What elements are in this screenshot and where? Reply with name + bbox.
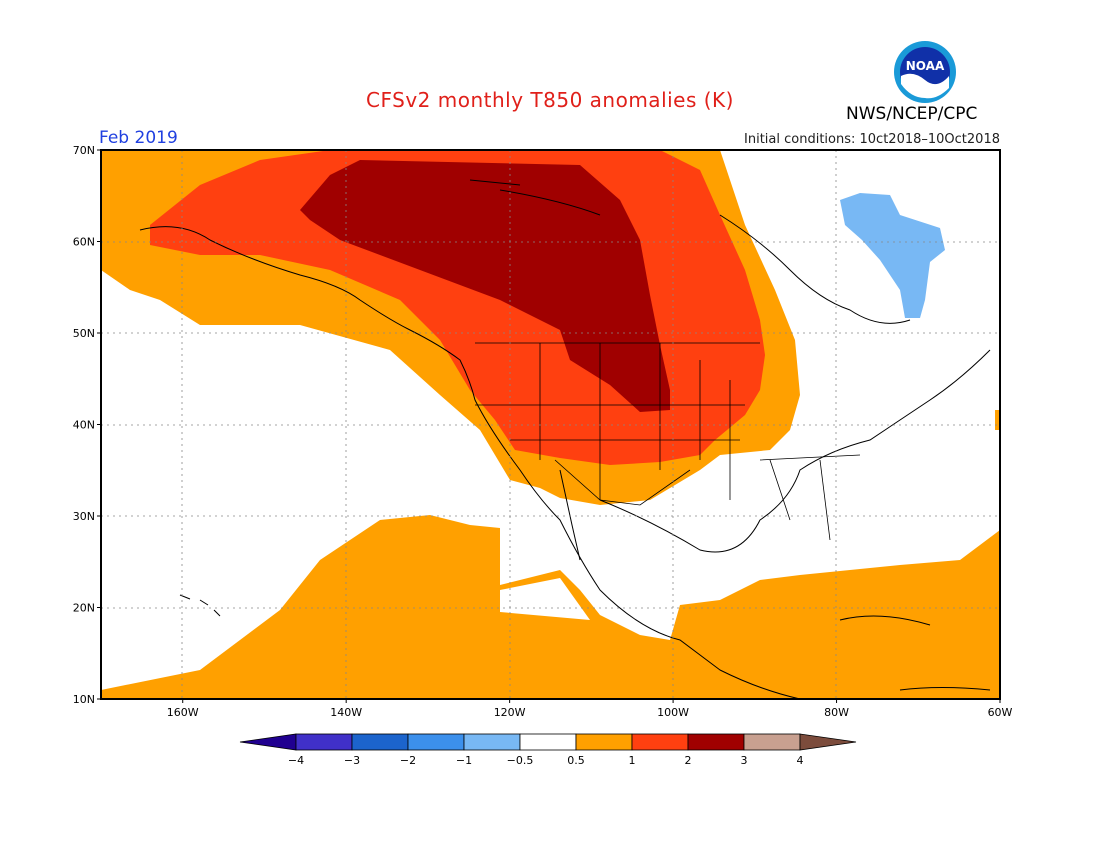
lon-label-140w: 140W [330,706,362,719]
borders [475,342,861,541]
lat-label-30n: 30N [73,510,95,523]
lat-label-70n: 70N [73,144,95,157]
colorbar-swatch-5 [519,733,577,751]
logo-text: NOAA [906,59,945,73]
colorbar-swatch-6 [575,733,633,751]
colorbar-label: 4 [797,754,804,767]
lon-label-100w: 100W [657,706,689,719]
colorbar-label: −0.5 [507,754,534,767]
anomaly-region-darkred [300,160,670,412]
colorbar-swatch-0 [239,733,297,751]
colorbar-label: −1 [456,754,472,767]
colorbar-swatch-4 [463,733,521,751]
colorbar-label: 0.5 [567,754,585,767]
latitude-labels: 70N 60N 50N 40N 30N 20N 10N [73,144,101,706]
colorbar-swatch-8 [687,733,745,751]
agency-label: NWS/NCEP/CPC [846,104,978,124]
colorbar-label: 1 [629,754,636,767]
longitude-labels: 160W 140W 120W 100W 80W 60W [167,699,1013,719]
coastlines [139,179,991,699]
noaa-logo-icon: NOAA [894,41,956,103]
colorbar-swatch-7 [631,733,689,751]
valid-month-label: Feb 2019 [99,128,178,148]
colorbar-swatch-10 [799,733,857,751]
colorbar-swatch-1 [295,733,353,751]
lon-label-60w: 60W [988,706,1013,719]
lat-label-10n: 10N [73,693,95,706]
colorbar-label: −3 [344,754,360,767]
initial-conditions-label: Initial conditions: 10ct2018–10Oct2018 [744,132,1000,147]
colorbar-label: 3 [741,754,748,767]
colorbar-label: −4 [288,754,304,767]
anomaly-region-white-pacific [101,290,500,690]
colorbar-swatch-9 [743,733,801,751]
lon-label-120w: 120W [494,706,526,719]
colorbar-swatch-2 [351,733,409,751]
lat-label-50n: 50N [73,327,95,340]
colorbar-label: 2 [685,754,692,767]
lon-label-160w: 160W [167,706,199,719]
graticule [101,150,1000,699]
colorbar: −4 −3 −2 −1 −0.5 0.5 1 2 3 4 [239,733,857,767]
lat-label-20n: 20N [73,602,95,615]
anomaly-region-lightblue [840,193,945,318]
lon-label-80w: 80W [824,706,849,719]
map-title: CFSv2 monthly T850 anomalies (K) [366,88,734,112]
lat-label-60n: 60N [73,236,95,249]
colorbar-swatch-3 [407,733,465,751]
lat-label-40n: 40N [73,419,95,432]
anomaly-fields [101,150,1000,699]
colorbar-label: −2 [400,754,416,767]
